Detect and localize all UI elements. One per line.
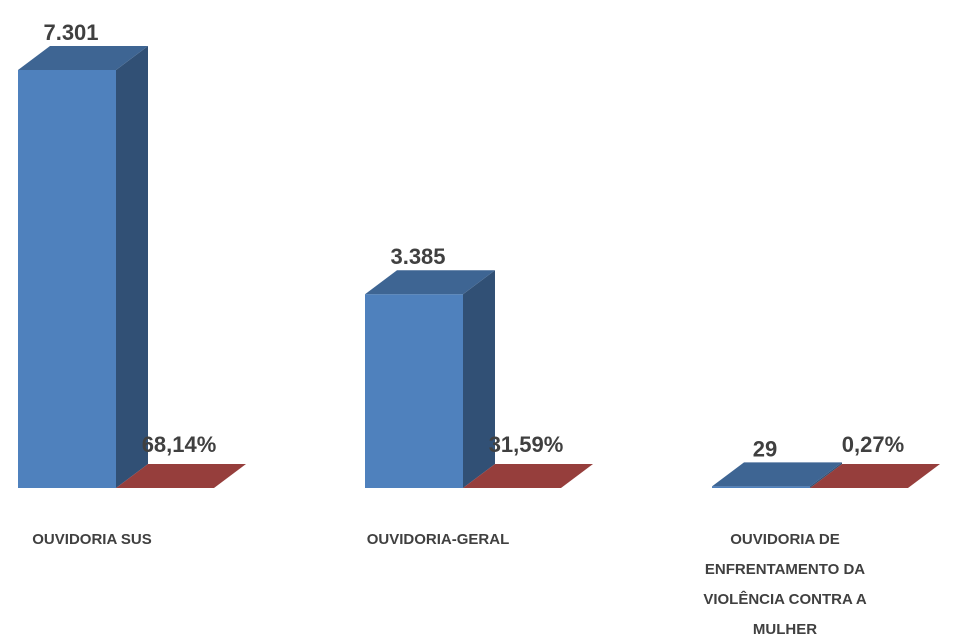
bar-top-s1-c2 xyxy=(810,464,940,488)
bar-front-s0-c2 xyxy=(712,486,810,488)
bar-top-s0-c0 xyxy=(18,46,148,70)
data-label-s1-c1: 31,59% xyxy=(489,432,564,457)
category-label-2-line-3: MULHER xyxy=(753,621,817,635)
data-label-s0-c0: 7.301 xyxy=(43,20,98,45)
bar-top-s0-c1 xyxy=(365,270,495,295)
category-label-0-line-0: OUVIDORIA SUS xyxy=(32,531,151,548)
category-label-2-line-2: VIOLÊNCIA CONTRA A xyxy=(703,590,866,608)
bar-side-s0-c1 xyxy=(463,270,495,488)
bar-top-s1-c0 xyxy=(116,464,246,488)
bar-side-s0-c0 xyxy=(116,46,148,488)
bar-front-s0-c0 xyxy=(18,70,116,488)
data-label-s0-c2: 29 xyxy=(753,436,777,461)
bar-front-s0-c1 xyxy=(365,294,463,488)
category-label-2-line-1: ENFRENTAMENTO DA xyxy=(705,561,865,578)
bar-top-s0-c2 xyxy=(712,462,842,487)
category-label-1-line-0: OUVIDORIA-GERAL xyxy=(367,531,510,548)
category-label-2-line-0: OUVIDORIA DE xyxy=(730,531,839,548)
data-label-s1-c0: 68,14% xyxy=(142,432,217,457)
data-label-s0-c1: 3.385 xyxy=(390,244,445,269)
data-label-s1-c2: 0,27% xyxy=(842,432,904,457)
bar-side-s0-c2 xyxy=(810,462,842,488)
bar-top-s1-c1 xyxy=(463,464,593,488)
